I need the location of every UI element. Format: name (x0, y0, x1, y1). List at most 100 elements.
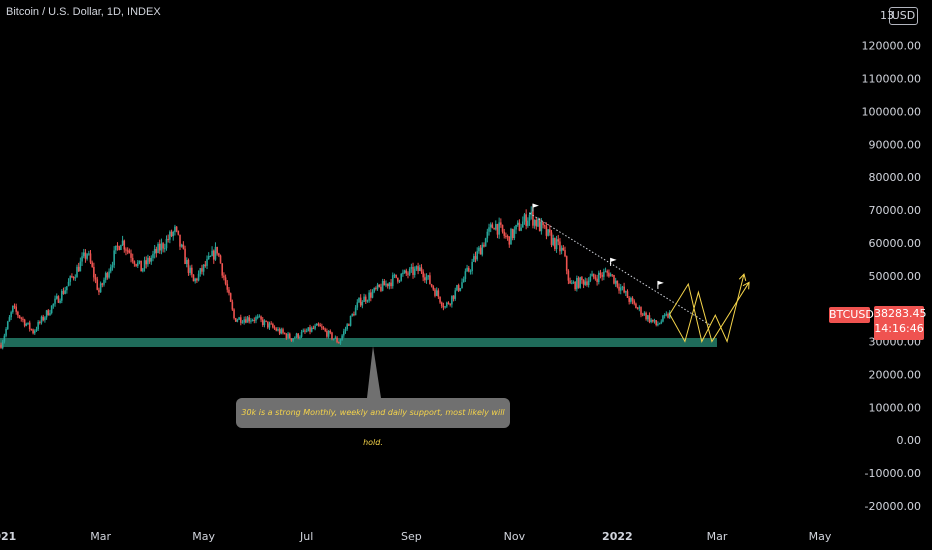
candle-body (442, 305, 445, 308)
y-tick-label: 0.00 (897, 434, 922, 447)
candle-body (542, 221, 544, 226)
candle-body (67, 281, 70, 287)
symbol-label: BTCUSD (829, 307, 874, 323)
candle-body (435, 290, 438, 296)
candle-body (447, 302, 450, 304)
candle-body (82, 252, 85, 257)
candle-body (201, 268, 203, 272)
y-tick-label: 90000.00 (869, 138, 922, 151)
candle-body (363, 296, 365, 303)
candle-body (327, 330, 330, 337)
candle-body (478, 247, 480, 252)
candle-body (300, 332, 303, 337)
candle-body (12, 305, 14, 313)
candle-body (60, 290, 63, 301)
candle-body (118, 246, 121, 251)
annotation-callout[interactable]: 30k is a strong Monthly, weekly and dail… (236, 398, 510, 447)
candle-body (532, 211, 534, 226)
candle-body (636, 308, 639, 310)
candle-body (226, 283, 229, 290)
candle-body (250, 320, 252, 322)
candle-body (204, 264, 207, 266)
candle-body (554, 237, 556, 250)
bar-countdown: 14:16:46 (874, 322, 924, 335)
candle-body (103, 279, 105, 285)
candle-body (498, 222, 500, 235)
candle-body (493, 228, 495, 230)
y-tick-label: 120000.00 (862, 40, 922, 53)
candle-body (74, 277, 77, 279)
candle-body (491, 224, 494, 229)
candle-body (467, 267, 470, 272)
candle-body (451, 295, 453, 305)
candle-body (370, 292, 372, 298)
candle-body (98, 289, 100, 293)
y-tick-label: 10000.00 (869, 401, 922, 414)
candle-body (587, 280, 590, 286)
candle-body (564, 250, 566, 257)
candle-body (310, 327, 313, 332)
candle-body (549, 229, 551, 233)
candle-body (646, 315, 649, 320)
candle-body (596, 278, 598, 283)
candle-body (123, 240, 126, 250)
candle-body (609, 274, 612, 277)
x-tick-label: Mar (90, 530, 111, 543)
currency-button[interactable]: USD (889, 7, 918, 25)
candle-body (635, 303, 637, 309)
candle-body (375, 287, 377, 289)
candle-body (207, 256, 210, 260)
candle-body (530, 211, 533, 215)
candle-body (523, 214, 526, 222)
candle-body (261, 319, 264, 326)
flag-icon (610, 257, 617, 262)
candle-body (145, 260, 148, 265)
candle-body (437, 290, 440, 297)
x-tick-label: Mar (707, 530, 728, 543)
candle-body (464, 271, 467, 280)
candle-body (391, 275, 394, 287)
candle-body (623, 286, 625, 293)
candle-body (373, 287, 375, 292)
candle-body (655, 320, 657, 326)
candle-body (202, 264, 205, 272)
candle-body (506, 236, 509, 238)
candle-body (408, 268, 411, 275)
candle-body (589, 276, 592, 281)
candle-body (108, 271, 110, 278)
candle-body (555, 239, 558, 250)
candle-body (234, 318, 237, 322)
candle-body (378, 284, 381, 287)
candle-body (96, 279, 99, 290)
candle-body (390, 282, 392, 287)
candle-body (142, 268, 144, 272)
candle-body (292, 338, 294, 341)
support-zone (0, 338, 717, 347)
candle-body (72, 277, 75, 279)
candle-body (130, 253, 132, 258)
candle-body (45, 310, 48, 318)
candle-body (321, 326, 323, 328)
candle-body (126, 250, 129, 252)
candle-body (79, 261, 82, 272)
candle-body (66, 286, 68, 291)
candle-body (3, 335, 6, 342)
candle-body (344, 329, 347, 332)
candle-body (619, 287, 622, 291)
candle-body (42, 316, 45, 321)
x-tick-label: Nov (504, 530, 526, 543)
candle-body (49, 313, 51, 316)
candle-body (418, 267, 421, 271)
candle-body (15, 306, 17, 312)
candle-body (341, 335, 343, 340)
candle-body (175, 226, 178, 231)
candle-body (55, 296, 58, 299)
candle-body (371, 291, 374, 298)
candle-body (1, 341, 4, 349)
candle-body (383, 281, 386, 286)
candle-body (170, 231, 173, 237)
candle-body (657, 324, 659, 326)
candle-body (628, 297, 630, 302)
candle-body (557, 239, 560, 242)
